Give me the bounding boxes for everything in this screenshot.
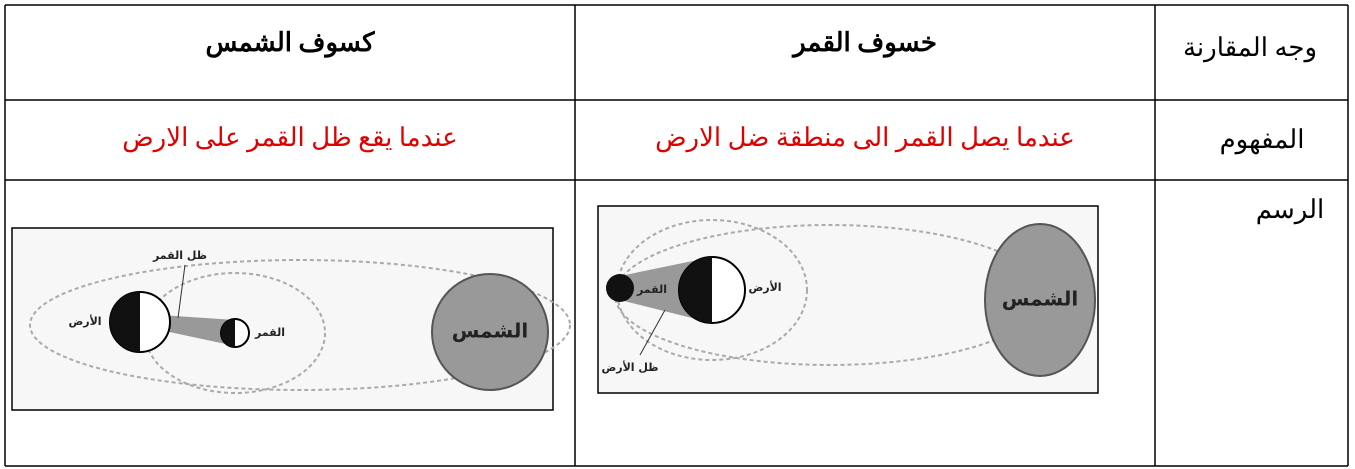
row-label: المفهوم xyxy=(1220,125,1305,155)
row-label: الرسم xyxy=(1256,195,1325,225)
diagram-label: الأرض xyxy=(748,280,781,294)
table-grid xyxy=(4,4,1349,467)
header-cell: خسوف القمر xyxy=(791,28,937,58)
lunar-eclipse-diagram: الشمس الأرض القمر ظل الأرض xyxy=(597,205,1099,394)
header-cell: وجه المقارنة xyxy=(1183,33,1317,63)
definition: عندما يقع ظل القمر على الارض xyxy=(122,123,457,153)
diagram-label: القمر xyxy=(636,283,667,296)
diagram-label: الشمس xyxy=(1002,287,1078,311)
diagram-label: ظل الأرض xyxy=(601,360,658,374)
definition: عندما يصل القمر الى منطقة ضل الارض xyxy=(655,123,1075,153)
diagram-label: الشمس xyxy=(452,319,528,343)
header-cell: كسوف الشمس xyxy=(206,28,376,58)
diagram-label: الأرض xyxy=(68,314,101,328)
diagram-label: ظل القمر xyxy=(152,249,207,262)
solar-eclipse-diagram: الشمس الأرض القمر ظل القمر xyxy=(11,227,571,411)
diagram-label: القمر xyxy=(254,326,285,339)
